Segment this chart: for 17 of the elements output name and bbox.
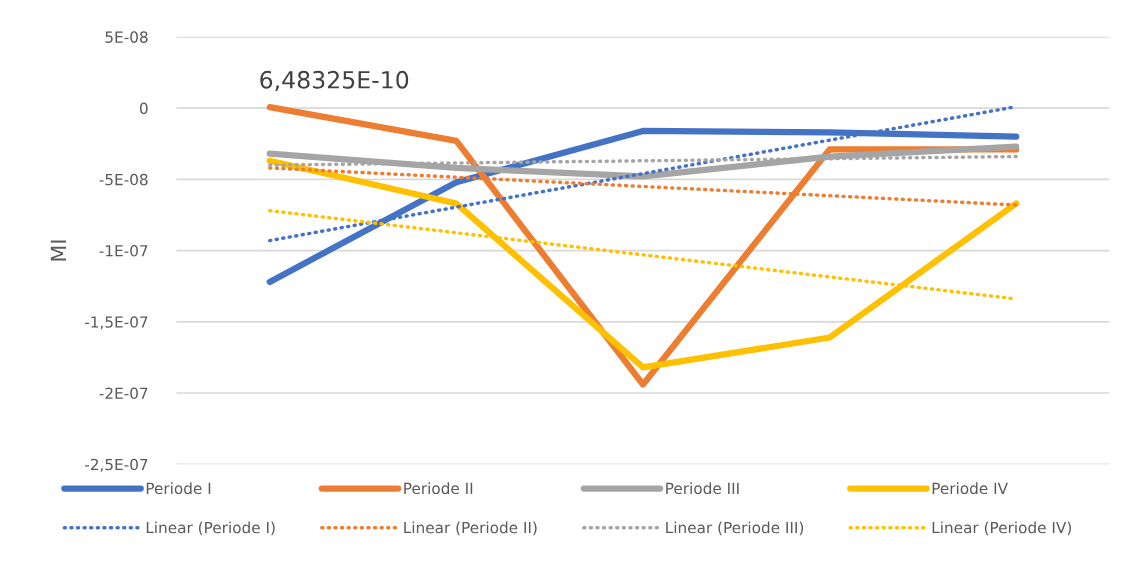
legend-label: Periode IV bbox=[932, 482, 1008, 495]
y-tick-label: -5E-08 bbox=[99, 173, 148, 186]
legend-label: Linear (Periode II) bbox=[404, 521, 537, 536]
legend-label: Linear (Periode I) bbox=[146, 521, 275, 536]
legend-label: Periode I bbox=[146, 482, 211, 495]
legend-label: Periode III bbox=[666, 482, 739, 495]
y-tick-label: -1E-07 bbox=[99, 245, 148, 257]
legend-label: Periode II bbox=[404, 482, 473, 495]
y-axis-title: MI bbox=[50, 240, 67, 261]
data-label: 6,48325E-10 bbox=[260, 70, 409, 92]
y-tick-label: 0 bbox=[139, 102, 148, 115]
y-tick-label: -2,5E-07 bbox=[84, 458, 148, 472]
y-tick-label: -2E-07 bbox=[99, 387, 148, 400]
y-tick-label: -1,5E-07 bbox=[84, 316, 148, 330]
y-tick-label: 5E-08 bbox=[105, 31, 148, 43]
legend-label: Linear (Periode III) bbox=[666, 521, 804, 536]
legend-label: Linear (Periode IV) bbox=[932, 521, 1071, 536]
